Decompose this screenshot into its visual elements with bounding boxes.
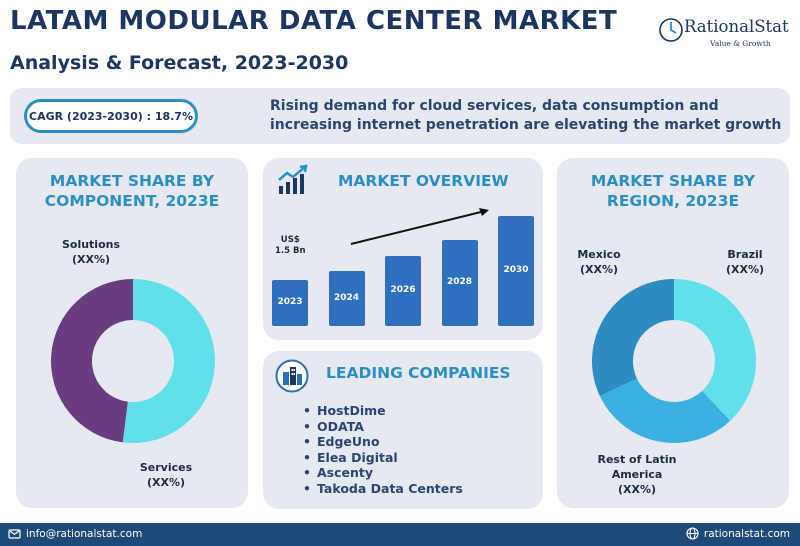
bar-label-2024: 2024 [333,292,360,303]
rest-latam-label: Rest of Latin America (XX%) [597,452,677,497]
rest-latam-label-name: Rest of Latin America [597,453,677,481]
bar-label-2026: 2026 [390,284,416,295]
solutions-label: Solutions (XX%) [56,237,126,267]
bar-annotation: US$ 1.5 Bn [275,235,306,257]
growth-chart-icon [278,164,308,194]
list-item: Elea Digital [303,450,463,466]
bar-label-2028: 2028 [446,277,473,288]
component-panel-title: MARKET SHARE BY COMPONENT, 2023E [44,172,220,210]
footer-website-text: rationalstat.com [703,527,790,540]
mexico-label: Mexico (XX%) [569,247,629,277]
donut-slice-brazil [674,279,756,421]
cagr-banner: CAGR (2023-2030) : 18.7% Rising demand f… [10,88,790,144]
list-item: EdgeUno [303,434,463,450]
mexico-label-name: Mexico [577,248,621,261]
leading-companies-panel: LEADING COMPANIES HostDime ODATA EdgeUno… [263,351,543,509]
market-overview-panel: MARKET OVERVIEW US$ 1.5 Bn 2023 2024 2026 2… [263,158,543,340]
bar-2026 [385,255,421,326]
email-icon [8,529,21,539]
logo-name: RationalStat [684,17,789,36]
brand-logo[interactable]: RationalStat Value & Growth [657,14,797,54]
solutions-label-name: Solutions [61,238,121,251]
brazil-label-value: (XX%) [725,263,765,276]
region-share-panel: MARKET SHARE BY REGION, 2023E Mexico (XX… [557,158,789,508]
list-item: ODATA [303,419,463,435]
donut-slice-rest-of-latin-america [599,378,731,443]
list-item: HostDime [303,403,463,419]
annotation-amount: 1.5 Bn [275,246,306,256]
bar-2023 [272,280,308,326]
bar-2030 [498,216,534,326]
component-share-panel: MARKET SHARE BY COMPONENT, 2023E Solutio… [16,158,248,508]
list-item: Ascenty [303,465,463,481]
bar-2028 [441,240,478,326]
globe-icon [686,527,699,540]
bar-label-2023: 2023 [277,297,303,308]
trend-arrow-icon [350,208,489,245]
brazil-label: Brazil (XX%) [715,247,775,277]
market-overview-bar-chart: US$ 1.5 Bn 2023 2024 2026 2028 2030 [263,158,543,340]
list-item: Takoda Data Centers [303,481,463,497]
solutions-label-value: (XX%) [71,253,111,266]
bar-label-2030: 2030 [503,265,529,275]
banner-text: Rising demand for cloud services, data c… [270,98,782,133]
buildings-icon [275,359,309,393]
annotation-currency: US$ [280,235,300,245]
page-subtitle: Analysis & Forecast, 2023-2030 [10,52,349,74]
donut-slice-solutions [122,279,215,443]
logo-mark-icon [659,18,683,42]
cagr-badge: CAGR (2023-2030) : 18.7% [24,99,198,133]
region-panel-title: MARKET SHARE BY REGION, 2023E [590,172,756,210]
services-label-value: (XX%) [146,476,186,489]
overview-panel-title: MARKET OVERVIEW [338,172,509,190]
companies-panel-title: LEADING COMPANIES [326,364,511,382]
donut-slice-services [50,279,134,443]
region-donut-chart [592,279,756,443]
footer-email[interactable]: info@rationalstat.com [8,527,142,540]
companies-list: HostDime ODATA EdgeUno Elea Digital Asce… [303,403,463,497]
mexico-label-value: (XX%) [579,263,619,276]
footer-website[interactable]: rationalstat.com [686,527,790,540]
services-label: Services (XX%) [131,460,201,490]
services-label-name: Services [139,461,193,474]
footer-bar: info@rationalstat.com rationalstat.com [0,523,800,546]
donut-slice-mexico [592,279,674,396]
footer-email-text: info@rationalstat.com [26,527,143,540]
bar-2024 [328,271,365,326]
logo-tagline: Value & Growth [710,39,771,48]
rest-latam-label-value: (XX%) [617,483,657,496]
brazil-label-name: Brazil [727,248,763,261]
component-donut-chart [50,279,215,443]
page-title: LATAM MODULAR DATA CENTER MARKET [10,6,618,36]
